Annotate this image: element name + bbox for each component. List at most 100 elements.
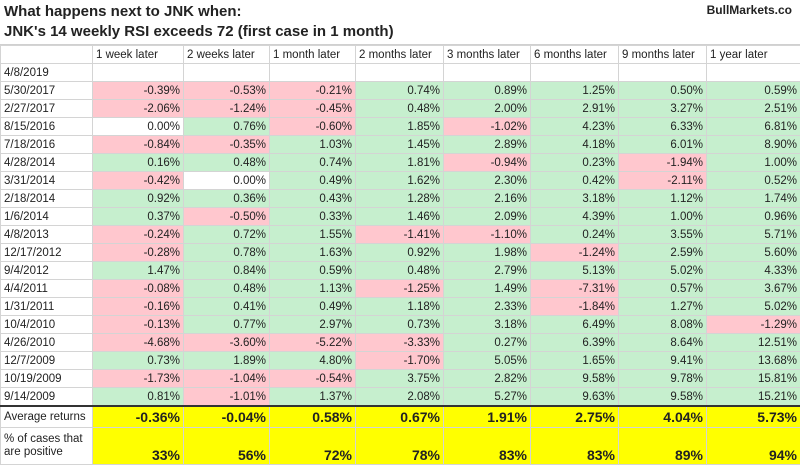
row-date: 8/15/2016 bbox=[1, 118, 93, 136]
return-cell: -0.16% bbox=[93, 298, 184, 316]
row-date: 1/31/2011 bbox=[1, 298, 93, 316]
header: What happens next to JNK when: JNK's 14 … bbox=[0, 0, 800, 45]
return-cell: 1.55% bbox=[270, 226, 356, 244]
return-cell: 2.91% bbox=[531, 100, 619, 118]
column-header: 2 months later bbox=[356, 46, 444, 64]
column-header: 6 months later bbox=[531, 46, 619, 64]
row-date: 12/17/2012 bbox=[1, 244, 93, 262]
return-cell: 8.64% bbox=[619, 334, 707, 352]
return-cell: 0.77% bbox=[184, 316, 270, 334]
return-cell: -3.33% bbox=[356, 334, 444, 352]
return-cell: -4.68% bbox=[93, 334, 184, 352]
return-cell: 1.25% bbox=[531, 82, 619, 100]
return-cell: 1.62% bbox=[356, 172, 444, 190]
return-cell: 5.05% bbox=[444, 352, 531, 370]
return-cell: 13.68% bbox=[707, 352, 800, 370]
return-cell: -0.84% bbox=[93, 136, 184, 154]
return-cell: -1.04% bbox=[184, 370, 270, 388]
return-cell: 1.85% bbox=[356, 118, 444, 136]
return-cell: 0.59% bbox=[270, 262, 356, 280]
return-cell: 3.27% bbox=[619, 100, 707, 118]
return-cell: 1.65% bbox=[531, 352, 619, 370]
column-header: 1 month later bbox=[270, 46, 356, 64]
return-cell: -0.13% bbox=[93, 316, 184, 334]
return-cell: 0.41% bbox=[184, 298, 270, 316]
table-row: 1/31/2011-0.16%0.41%0.49%1.18%2.33%-1.84… bbox=[1, 298, 800, 316]
return-cell: 4.80% bbox=[270, 352, 356, 370]
return-cell: 9.58% bbox=[619, 388, 707, 407]
return-cell: 0.84% bbox=[184, 262, 270, 280]
return-cell: -0.45% bbox=[270, 100, 356, 118]
return-cell: 5.27% bbox=[444, 388, 531, 407]
return-cell: 9.41% bbox=[619, 352, 707, 370]
table-row: 4/8/2013-0.24%0.72%1.55%-1.41%-1.10%0.24… bbox=[1, 226, 800, 244]
return-cell: 2.08% bbox=[356, 388, 444, 407]
return-cell: 1.28% bbox=[356, 190, 444, 208]
percent-positive-label: % of cases that are positive bbox=[1, 428, 93, 465]
return-cell: 2.51% bbox=[707, 100, 800, 118]
return-cell: 4.33% bbox=[707, 262, 800, 280]
table-row: 10/19/2009-1.73%-1.04%-0.54%3.75%2.82%9.… bbox=[1, 370, 800, 388]
return-cell: 0.59% bbox=[707, 82, 800, 100]
return-cell: 0.92% bbox=[356, 244, 444, 262]
return-cell: -1.41% bbox=[356, 226, 444, 244]
percent-positive-value: 94% bbox=[707, 428, 800, 465]
return-cell: -2.06% bbox=[93, 100, 184, 118]
return-cell bbox=[356, 64, 444, 82]
return-cell: 4.18% bbox=[531, 136, 619, 154]
return-cell: 0.92% bbox=[93, 190, 184, 208]
return-cell bbox=[619, 64, 707, 82]
return-cell: 15.21% bbox=[707, 388, 800, 407]
return-cell: 0.36% bbox=[184, 190, 270, 208]
return-cell: 5.71% bbox=[707, 226, 800, 244]
return-cell: -0.21% bbox=[270, 82, 356, 100]
return-cell: 1.98% bbox=[444, 244, 531, 262]
row-date: 7/18/2016 bbox=[1, 136, 93, 154]
return-cell: 3.67% bbox=[707, 280, 800, 298]
return-cell: 0.24% bbox=[531, 226, 619, 244]
column-header: 3 months later bbox=[444, 46, 531, 64]
return-cell: -1.94% bbox=[619, 154, 707, 172]
return-cell: 0.48% bbox=[356, 100, 444, 118]
return-cell bbox=[93, 64, 184, 82]
return-cell: -1.02% bbox=[444, 118, 531, 136]
return-cell: 3.18% bbox=[444, 316, 531, 334]
return-cell: 0.00% bbox=[184, 172, 270, 190]
return-cell: 1.47% bbox=[93, 262, 184, 280]
return-cell: 3.18% bbox=[531, 190, 619, 208]
return-cell: -1.73% bbox=[93, 370, 184, 388]
return-cell: -2.11% bbox=[619, 172, 707, 190]
row-date: 4/8/2019 bbox=[1, 64, 93, 82]
column-header: 2 weeks later bbox=[184, 46, 270, 64]
return-cell: 0.72% bbox=[184, 226, 270, 244]
return-cell: 4.39% bbox=[531, 208, 619, 226]
return-cell: 1.12% bbox=[619, 190, 707, 208]
return-cell: 0.00% bbox=[93, 118, 184, 136]
row-date: 4/8/2013 bbox=[1, 226, 93, 244]
return-cell bbox=[531, 64, 619, 82]
average-return-value: 1.91% bbox=[444, 406, 531, 428]
spreadsheet-window: What happens next to JNK when: JNK's 14 … bbox=[0, 0, 800, 422]
return-cell: -0.94% bbox=[444, 154, 531, 172]
return-cell: 1.37% bbox=[270, 388, 356, 407]
return-cell: 12.51% bbox=[707, 334, 800, 352]
table-row: 4/4/2011-0.08%0.48%1.13%-1.25%1.49%-7.31… bbox=[1, 280, 800, 298]
percent-positive-value: 83% bbox=[444, 428, 531, 465]
return-cell: 5.02% bbox=[707, 298, 800, 316]
return-cell: 1.18% bbox=[356, 298, 444, 316]
row-date: 9/14/2009 bbox=[1, 388, 93, 407]
table-row: 12/17/2012-0.28%0.78%1.63%0.92%1.98%-1.2… bbox=[1, 244, 800, 262]
return-cell: 0.16% bbox=[93, 154, 184, 172]
percent-positive-value: 33% bbox=[93, 428, 184, 465]
return-cell: 1.49% bbox=[444, 280, 531, 298]
return-cell: -1.70% bbox=[356, 352, 444, 370]
title-line-2: JNK's 14 weekly RSI exceeds 72 (first ca… bbox=[4, 23, 394, 40]
return-cell: 4.23% bbox=[531, 118, 619, 136]
row-date: 2/27/2017 bbox=[1, 100, 93, 118]
return-cell: 0.73% bbox=[356, 316, 444, 334]
